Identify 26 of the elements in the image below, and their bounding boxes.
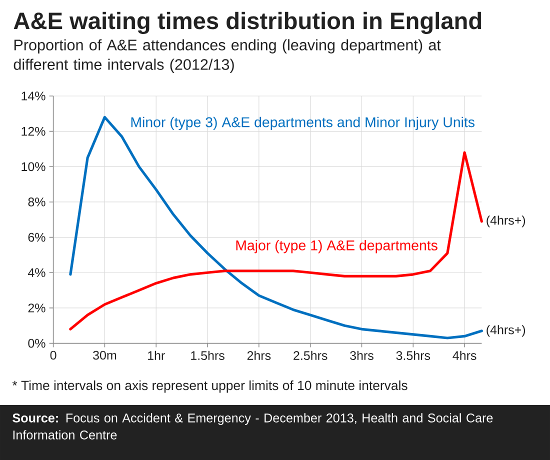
x-tick-label: 3.5hrs [396, 350, 430, 360]
x-tick-label: 1.5hrs [191, 350, 224, 360]
y-tick-label: 10% [22, 162, 46, 172]
text: (4hrs+) [486, 325, 526, 337]
line-series [69, 116, 483, 340]
y-tick-label: 12% [22, 126, 46, 136]
x-tick-label: 2hrs [247, 350, 271, 360]
x-tick-label: 0 [50, 350, 56, 360]
series-label: Minor (type 3) A&E departments and Minor Injury Units [131, 116, 474, 130]
x-tick-label: 2.5hrs [294, 350, 328, 360]
series-label: Major (type 1) A&E departments [236, 240, 438, 254]
x-tick-label: 30m [93, 350, 116, 360]
x-tick-label: 1hr [148, 350, 165, 360]
text: * Time intervals on axis represent upper limits of 10 minute intervals [12, 380, 408, 393]
text: (4hrs+) [486, 216, 526, 228]
y-tick-label: 6% [28, 232, 46, 242]
y-tick-label: 2% [28, 304, 46, 312]
chart-subtitle: Proportion of A&E attendances ending (leaving department) at different time intervals (2012/13) [14, 39, 441, 73]
chart-title: A&E waiting times distribution in England [14, 12, 482, 34]
x-tick-label: 4hrs [452, 350, 476, 360]
text: Source: Focus on Accident & Emergency - December 2013, Health and Social Care Information Centre [12, 413, 493, 440]
y-tick-label: 14% [22, 92, 46, 100]
x-tick-label: 3hrs [350, 350, 374, 360]
y-tick-label: 8% [28, 198, 46, 206]
y-tick-label: 0% [28, 338, 46, 348]
y-tick-label: 4% [28, 268, 46, 278]
